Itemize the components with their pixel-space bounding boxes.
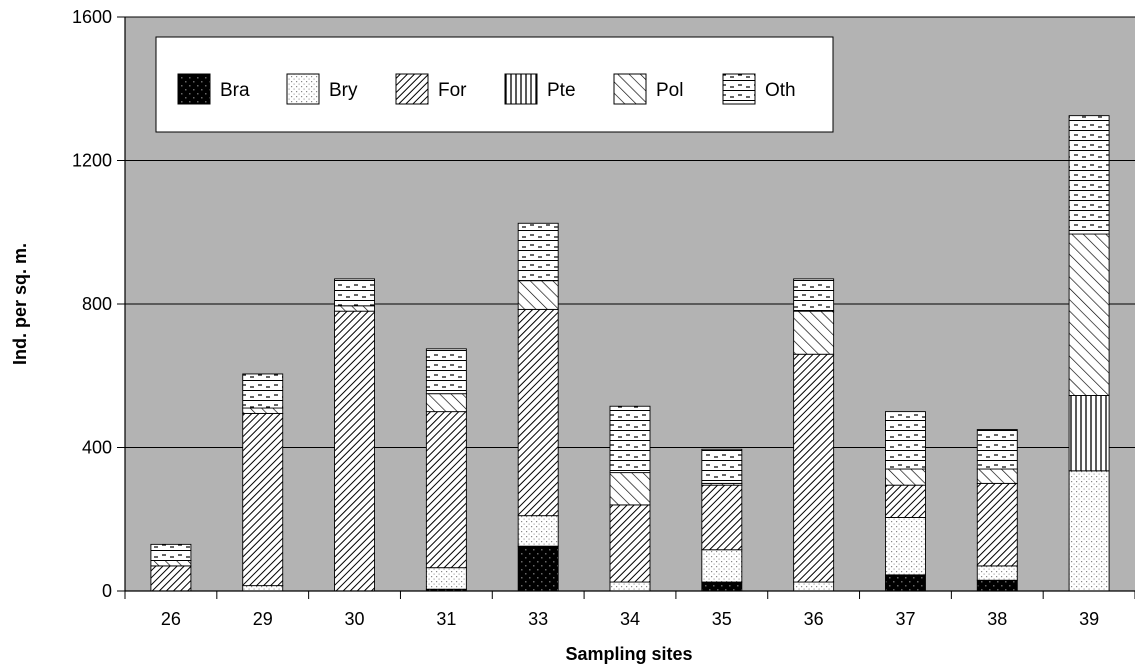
bar-segment-bry-site-37 (885, 517, 926, 576)
legend-items: Bra Bry For Pte Pol Oth (177, 73, 796, 105)
bar-segment-oth-site-36 (793, 278, 835, 312)
bar-segment-for-site-38 (976, 482, 1018, 567)
bar-segment-bra-site-35 (701, 581, 743, 592)
y-axis-title: Ind. per sq. m. (10, 243, 30, 365)
bar-segment-for-site-36 (793, 353, 835, 583)
bar-segment-pol-site-26 (150, 560, 192, 567)
x-tick-label: 33 (528, 609, 548, 629)
bar-segment-bra-site-37 (885, 574, 926, 592)
bar-segment-for-site-31 (425, 411, 467, 569)
y-tick-labels: 0 400 800 1200 1600 (72, 7, 112, 601)
legend-label-bra: Bra (220, 80, 250, 101)
bar-segment-bry-site-33 (517, 515, 559, 547)
legend-swatch-bry (286, 73, 320, 105)
x-tick-label: 30 (345, 609, 365, 629)
bar-segment-bry-site-31 (425, 567, 467, 590)
legend-swatch-bra (177, 73, 211, 105)
bar-segment-pol-site-30 (334, 305, 375, 312)
y-tick-label: 0 (102, 581, 112, 601)
bar-segment-for-site-34 (609, 504, 651, 583)
bar-segment-for-site-29 (242, 412, 284, 587)
legend-label-pte: Pte (547, 80, 576, 101)
bar-segment-bry-site-34 (609, 581, 651, 592)
bar-segment-for-site-26 (150, 565, 192, 592)
bar-segment-bry-site-39 (1068, 470, 1110, 592)
x-tick-labels: 26 29 30 31 33 34 35 36 37 38 39 (161, 609, 1099, 629)
bar-segment-pol-site-29 (242, 407, 284, 414)
legend-swatch-pte (504, 73, 538, 105)
bar-segment-pol-site-37 (885, 468, 926, 486)
bar-segment-pol-site-36 (793, 310, 835, 355)
x-tick-label: 26 (161, 609, 181, 629)
bar-segment-pol-site-38 (976, 468, 1018, 484)
legend-box (155, 36, 834, 133)
bar-segment-for-site-35 (701, 484, 743, 551)
bar-segment-bry-site-36 (793, 581, 835, 592)
legend-label-for: For (438, 80, 467, 101)
legend-label-bry: Bry (329, 80, 358, 101)
bar-segment-for-site-33 (517, 308, 559, 517)
x-tick-label: 37 (895, 609, 915, 629)
bar-segment-pol-site-33 (517, 280, 559, 310)
bar-segment-bra-site-33 (517, 545, 559, 592)
x-tick-label: 34 (620, 609, 640, 629)
bar-segment-bry-site-35 (701, 549, 743, 583)
legend: Bra Bry For Pte Pol Oth (155, 36, 834, 133)
y-tick-label: 400 (82, 438, 112, 458)
bar-segment-oth-site-35 (701, 448, 743, 484)
y-tick-label: 800 (82, 294, 112, 314)
bar-segment-pol-site-39 (1068, 233, 1110, 396)
legend-swatch-oth (722, 73, 756, 105)
x-tick-label: 29 (253, 609, 273, 629)
bar-segment-bry-site-38 (976, 565, 1018, 581)
legend-label-oth: Oth (765, 80, 796, 101)
x-tick-label: 38 (987, 609, 1007, 629)
bars (150, 115, 1110, 592)
x-tick-label: 35 (712, 609, 732, 629)
bar-segment-oth-site-33 (517, 222, 559, 282)
x-axis-title: Sampling sites (565, 644, 692, 664)
bar-segment-oth-site-38 (976, 429, 1018, 470)
y-tick-label: 1600 (72, 7, 112, 27)
bar-segment-for-site-30 (334, 310, 375, 592)
bar-segment-oth-site-26 (150, 543, 192, 561)
bar-segment-oth-site-37 (885, 411, 926, 470)
x-tick-label: 31 (436, 609, 456, 629)
bar-segment-oth-site-39 (1068, 115, 1110, 235)
bar-segment-oth-site-34 (609, 405, 651, 474)
bar-segment-oth-site-30 (334, 278, 375, 307)
bar-segment-pol-site-31 (425, 393, 467, 413)
legend-label-pol: Pol (656, 80, 683, 101)
bar-segment-for-site-37 (885, 484, 926, 518)
bar-segment-oth-site-29 (242, 373, 284, 409)
y-tick-label: 1200 (72, 151, 112, 171)
bar-segment-pol-site-34 (609, 472, 651, 506)
x-tick-label: 39 (1079, 609, 1099, 629)
bar-segment-bry-site-29 (242, 585, 284, 592)
bar-segment-oth-site-31 (425, 348, 467, 395)
legend-swatch-for (395, 73, 429, 105)
bar-segment-pte-site-39 (1068, 395, 1110, 472)
x-tick-label: 36 (804, 609, 824, 629)
axes (124, 17, 1135, 599)
legend-swatch-pol (613, 73, 647, 105)
bar-segment-bra-site-38 (976, 579, 1018, 592)
